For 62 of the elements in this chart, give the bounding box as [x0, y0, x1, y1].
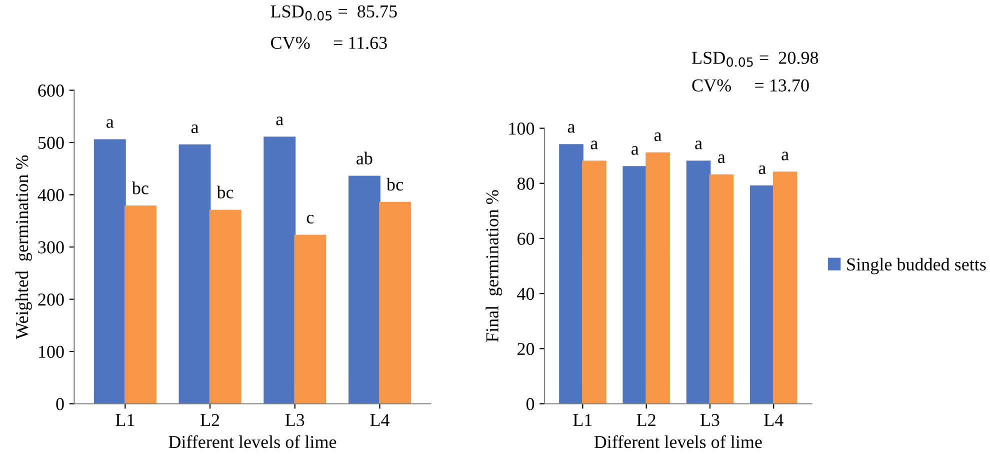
annotation: a	[782, 152, 789, 160]
text: CV% = 13.70	[692, 79, 809, 92]
bar	[348, 176, 380, 404]
bar	[622, 166, 648, 404]
bar	[559, 144, 584, 404]
x-tick-label: L3	[700, 414, 720, 426]
bar	[209, 210, 242, 404]
annotation: a	[758, 165, 766, 174]
y-tick-label: 60	[518, 232, 534, 245]
x-tick-label: L3	[285, 414, 304, 426]
annotation: ab	[356, 152, 372, 164]
bar	[124, 206, 156, 404]
y-tick-label: 0	[56, 398, 64, 410]
x-tick-label: L1	[116, 414, 134, 426]
y-tick-label: 0	[526, 398, 534, 410]
x-tick-label: L1	[573, 414, 592, 426]
annotation: c	[306, 214, 314, 224]
bar	[178, 144, 211, 404]
text: LSD$_{0.05}$ = 20.98	[692, 52, 818, 67]
annotation: a	[106, 119, 114, 128]
bar	[94, 139, 126, 404]
bar	[750, 185, 774, 404]
bar	[772, 172, 798, 404]
annotation: a	[695, 140, 702, 150]
annotation: bc	[216, 186, 234, 198]
x-axis-title: Different levels of lime	[168, 435, 336, 448]
annotation: a	[191, 124, 199, 134]
x-axis-title: Different levels of lime	[594, 435, 762, 448]
annotation: a	[654, 132, 662, 142]
bar	[646, 152, 670, 404]
y-tick-label: 300	[38, 241, 64, 254]
annotation: a	[718, 154, 726, 164]
x-tick-label: L2	[636, 414, 656, 426]
annotation: bc	[132, 182, 148, 194]
y-tick-label: 600	[38, 84, 64, 97]
text: CV% = 11.63	[271, 36, 387, 50]
y-tick-label: 400	[38, 189, 64, 202]
text: LSD$_{0.05}$ = 85.75	[270, 5, 397, 20]
y-tick-label: 20	[518, 342, 534, 356]
y-tick-label: 40	[517, 288, 534, 300]
y-tick-label: 80	[517, 178, 534, 190]
bar	[709, 174, 734, 404]
y-tick-label: 500	[38, 136, 64, 149]
y-axis-title: Weighted germination %	[15, 155, 32, 340]
annotation: bc	[386, 178, 403, 191]
x-tick-label: L4	[764, 414, 784, 426]
annotation: a	[568, 124, 575, 133]
bar	[686, 160, 711, 404]
bar	[582, 160, 606, 404]
bar	[294, 234, 326, 404]
annotation: a	[276, 116, 284, 126]
y-tick-label: 100	[39, 346, 64, 358]
y-axis-title: Final germination %	[486, 190, 502, 342]
bar	[264, 136, 296, 404]
legend-label: Single budded setts	[847, 258, 986, 274]
y-tick-label: 200	[38, 294, 64, 306]
annotation: a	[590, 140, 598, 150]
bar	[379, 202, 411, 404]
x-tick-label: L4	[370, 414, 390, 426]
x-tick-label: L2	[200, 414, 220, 426]
annotation: a	[632, 146, 639, 155]
y-tick-label: 100	[509, 122, 534, 135]
